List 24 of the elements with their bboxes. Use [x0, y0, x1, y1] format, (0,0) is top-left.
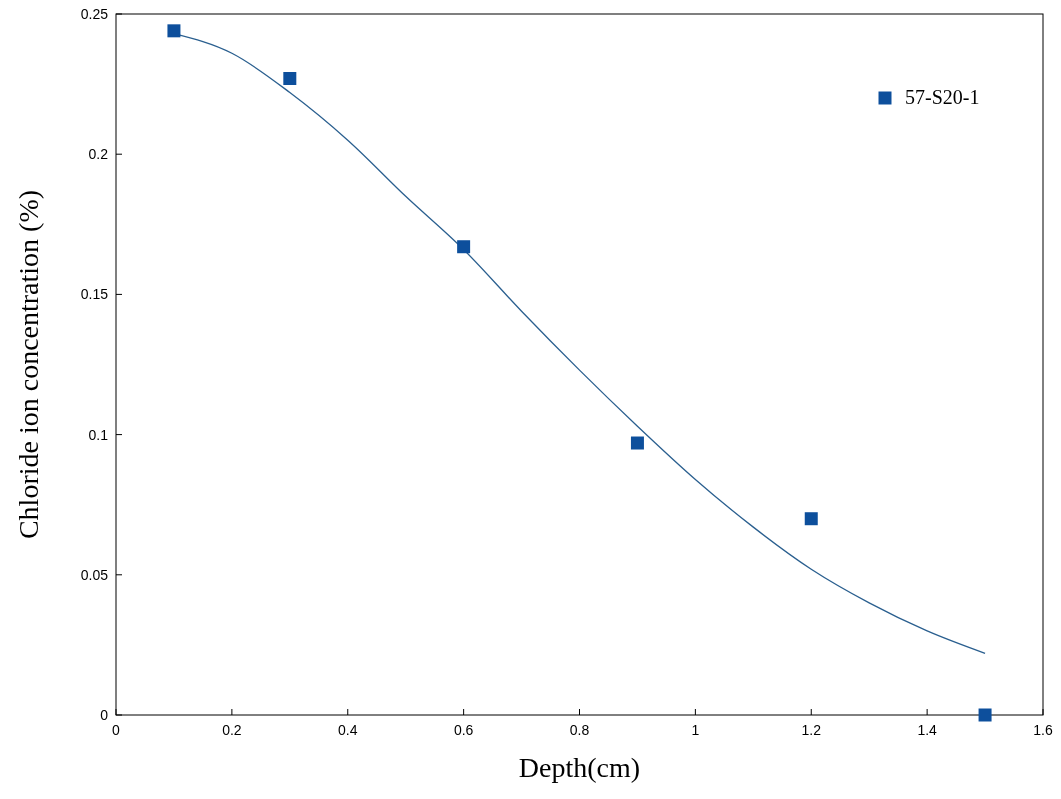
x-tick-label: 1.4	[917, 722, 938, 738]
y-axis-title: Chloride ion concentration (%)	[13, 189, 44, 540]
x-tick-label: 1	[691, 722, 700, 738]
legend-label: 57-S20-1	[905, 86, 980, 108]
y-tick-label: 0.1	[88, 426, 109, 443]
y-tick-label: 0.25	[80, 6, 109, 22]
point	[804, 512, 818, 526]
y-tick-label: 0.05	[80, 566, 109, 583]
x-tick-label: 0.2	[222, 722, 242, 738]
point	[167, 24, 181, 38]
x-tick-label: 0.6	[453, 722, 474, 738]
point	[978, 708, 992, 722]
x-axis-title: Depth(cm)	[518, 752, 641, 783]
y-tick-label: 0	[100, 707, 109, 723]
y-tick-label: 0.15	[80, 286, 109, 303]
x-tick-label: 1.6	[1033, 722, 1053, 738]
point	[630, 436, 644, 450]
x-tick-label: 1.2	[801, 722, 822, 738]
point	[283, 71, 297, 85]
x-tick-label: 0	[112, 722, 121, 738]
x-tick-label: 0.8	[569, 722, 590, 738]
y-tick-label: 0.2	[88, 146, 109, 163]
point	[457, 240, 471, 254]
x-tick-label: 0.4	[338, 722, 358, 738]
